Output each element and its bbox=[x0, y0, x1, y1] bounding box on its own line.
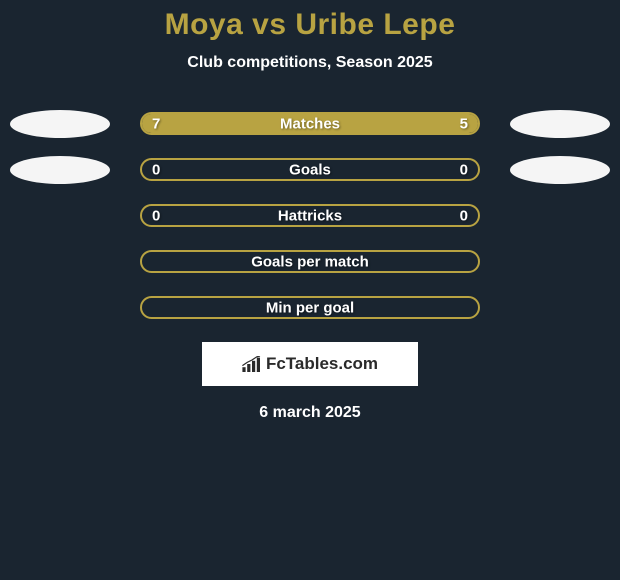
logo: FcTables.com bbox=[242, 354, 378, 374]
stats-comparison-card: Moya vs Uribe Lepe Club competitions, Se… bbox=[0, 0, 620, 422]
stat-label: Hattricks bbox=[278, 207, 342, 224]
stat-label: Goals per match bbox=[251, 253, 369, 270]
stat-row: Hattricks 0 0 bbox=[0, 204, 620, 227]
stat-row: Min per goal bbox=[0, 296, 620, 319]
stat-value-left: 0 bbox=[152, 207, 160, 224]
stats-rows: Matches 7 5 Goals 0 0 Hattricks 0 0 Goals per mat… bbox=[0, 112, 620, 319]
stat-value-right: 0 bbox=[460, 207, 468, 224]
player-left-badge bbox=[10, 156, 110, 184]
stat-bar: Matches 7 5 bbox=[140, 112, 480, 135]
stat-label: Matches bbox=[280, 115, 340, 132]
page-title: Moya vs Uribe Lepe bbox=[0, 8, 620, 42]
bar-fill-right bbox=[337, 114, 478, 133]
stat-row: Goals 0 0 bbox=[0, 158, 620, 181]
stat-label: Goals bbox=[289, 161, 331, 178]
player-right-badge bbox=[510, 156, 610, 184]
stat-row: Matches 7 5 bbox=[0, 112, 620, 135]
player-right-badge bbox=[510, 110, 610, 138]
stat-value-right: 0 bbox=[460, 161, 468, 178]
stat-bar: Goals per match bbox=[140, 250, 480, 273]
page-subtitle: Club competitions, Season 2025 bbox=[0, 54, 620, 72]
bar-chart-icon bbox=[242, 356, 262, 372]
stat-bar: Min per goal bbox=[140, 296, 480, 319]
stat-bar: Goals 0 0 bbox=[140, 158, 480, 181]
logo-box[interactable]: FcTables.com bbox=[202, 342, 418, 386]
logo-text: FcTables.com bbox=[266, 354, 378, 374]
stat-bar: Hattricks 0 0 bbox=[140, 204, 480, 227]
stat-row: Goals per match bbox=[0, 250, 620, 273]
player-left-badge bbox=[10, 110, 110, 138]
date-label: 6 march 2025 bbox=[0, 404, 620, 422]
stat-value-right: 5 bbox=[460, 115, 468, 132]
stat-value-left: 7 bbox=[152, 115, 160, 132]
stat-value-left: 0 bbox=[152, 161, 160, 178]
stat-label: Min per goal bbox=[266, 299, 354, 316]
